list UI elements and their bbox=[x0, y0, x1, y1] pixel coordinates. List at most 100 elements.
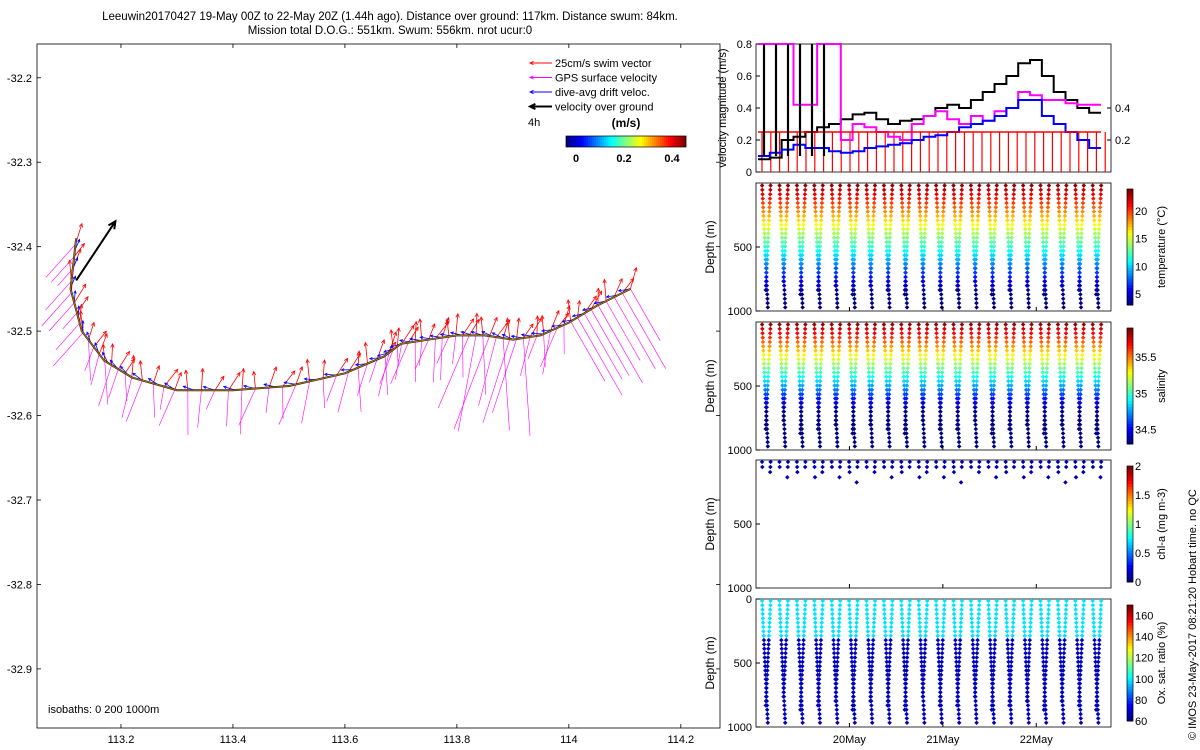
temperature-panel-sample-point bbox=[782, 261, 787, 267]
swim-vector-head bbox=[356, 352, 361, 358]
oxygen-panel-colorbar-tick: 100 bbox=[1135, 674, 1153, 686]
salinity-panel-sample-point bbox=[794, 326, 800, 332]
temperature-panel-colorbar-cell bbox=[1127, 287, 1133, 291]
swim-vector bbox=[489, 317, 498, 337]
temperature-panel-colorbar-tick: 5 bbox=[1135, 289, 1141, 301]
salinity-panel-sample-point bbox=[797, 387, 803, 393]
temperature-panel-sample-point bbox=[939, 300, 944, 306]
gps-velocity-vector bbox=[62, 312, 78, 330]
temperature-panel-sample-point bbox=[1009, 305, 1014, 310]
temperature-panel-sample-point bbox=[1022, 213, 1027, 219]
temperature-panel-sample-point bbox=[1057, 231, 1063, 236]
swim-vector bbox=[253, 371, 256, 389]
gps-velocity-vector bbox=[240, 389, 243, 435]
temperature-panel-sample-point bbox=[1092, 231, 1098, 236]
speed-colorbar-cell bbox=[638, 136, 641, 147]
temperature-panel-sample-point bbox=[972, 279, 978, 284]
swim-vector-head bbox=[410, 324, 415, 330]
map-ytick-label: -32.4 bbox=[7, 242, 32, 254]
temperature-panel-sample-point bbox=[1097, 218, 1102, 223]
temperature-panel-sample-point bbox=[834, 292, 840, 297]
salinity-panel-sample-point bbox=[766, 352, 772, 358]
salinity-panel-sample-point bbox=[799, 435, 805, 440]
salinity-panel-colorbar-tick: 35 bbox=[1135, 388, 1147, 400]
temperature-panel-sample-point bbox=[1041, 287, 1047, 293]
salinity-panel-sample-point bbox=[784, 348, 790, 353]
temperature-panel-sample-point bbox=[1061, 235, 1067, 241]
gps-velocity-vector bbox=[462, 335, 464, 378]
temperature-panel-sample-point bbox=[869, 257, 874, 262]
temperature-panel-colorbar-tick: 10 bbox=[1135, 261, 1147, 273]
chlorophyll-panel-colorbar-cell bbox=[1127, 544, 1133, 548]
temperature-panel-sample-point bbox=[904, 305, 910, 310]
chlorophyll-panel-colorbar-cell bbox=[1127, 486, 1133, 490]
temperature-panel-sample-point bbox=[852, 296, 857, 301]
speed-colorbar-cell bbox=[572, 136, 575, 147]
temperature-panel-sample-point bbox=[1023, 235, 1028, 241]
temperature-panel-colorbar-cell bbox=[1127, 261, 1133, 265]
drift-vector-head bbox=[399, 339, 403, 343]
temperature-panel-sample-point bbox=[1026, 305, 1032, 310]
drift-vector-head bbox=[77, 238, 81, 243]
chlorophyll-panel-colorbar-cell bbox=[1127, 468, 1133, 473]
temperature-panel-sample-point bbox=[1043, 244, 1049, 249]
temperature-panel-sample-point bbox=[1042, 265, 1048, 271]
swim-vector-head bbox=[602, 278, 607, 284]
temperature-panel-sample-point bbox=[1095, 248, 1101, 254]
temperature-panel-sample-point bbox=[973, 296, 979, 301]
gps-velocity-vector bbox=[390, 342, 409, 384]
velocity-ytick-label: 0.6 bbox=[737, 71, 752, 83]
temperature-panel-sample-point bbox=[1055, 187, 1061, 193]
swim-vector-head bbox=[125, 350, 130, 356]
temperature-panel-sample-point bbox=[869, 296, 875, 301]
temperature-panel-sample-point bbox=[1078, 292, 1083, 297]
temperature-panel-sample-point bbox=[1061, 305, 1066, 310]
temperature-panel-sample-point bbox=[955, 283, 960, 288]
salinity-panel-colorbar-cell bbox=[1127, 330, 1133, 335]
velocity-ytick-label: 0.4 bbox=[737, 103, 752, 115]
chlorophyll-panel-colorbar-cell bbox=[1127, 561, 1133, 566]
salinity-panel-sample-point bbox=[785, 326, 791, 332]
oxygen-panel-colorbar-cell bbox=[1127, 674, 1133, 678]
temperature-panel-sample-point bbox=[1038, 196, 1044, 201]
swim-vector-head bbox=[564, 312, 570, 318]
swim-vector-head bbox=[479, 316, 484, 321]
speed-colorbar-cell bbox=[566, 136, 569, 147]
chlorophyll-panel-colorbar-cell bbox=[1127, 500, 1133, 505]
temperature-panel-colorbar-cell bbox=[1127, 206, 1133, 210]
salinity-panel-sample-point bbox=[779, 374, 785, 380]
temperature-panel-sample-point bbox=[815, 283, 821, 288]
salinity-panel-sample-point bbox=[797, 374, 802, 380]
drift-vector-head bbox=[376, 353, 381, 357]
chlorophyll-panel-colorbar-cell bbox=[1127, 576, 1133, 580]
temperature-panel-sample-point bbox=[852, 300, 857, 306]
salinity-panel-colorbar-tick: 35.5 bbox=[1135, 352, 1156, 364]
temperature-panel-sample-point bbox=[1056, 196, 1061, 201]
temperature-panel-colorbar-cell bbox=[1127, 296, 1133, 300]
swim-vector-head bbox=[90, 321, 95, 327]
speed-colorbar-cell bbox=[610, 136, 613, 147]
oxygen-panel-colorbar-cell bbox=[1127, 625, 1133, 629]
salinity-panel-sample-point bbox=[800, 374, 806, 380]
salinity-panel-colorbar-cell bbox=[1127, 380, 1133, 384]
drift-vector-head bbox=[73, 289, 77, 294]
temperature-panel-sample-point bbox=[902, 292, 907, 297]
swim-vector bbox=[102, 344, 106, 362]
temperature-panel-sample-point bbox=[1095, 252, 1101, 258]
salinity-panel-colorbar-cell bbox=[1127, 391, 1133, 396]
gps-velocity-vector bbox=[226, 390, 229, 427]
gps-velocity-vector bbox=[613, 296, 656, 369]
salinity-panel-sample-point bbox=[761, 357, 767, 362]
temperature-panel-sample-point bbox=[956, 296, 962, 301]
temperature-panel-colorbar-cell bbox=[1127, 284, 1133, 289]
temperature-panel-sample-point bbox=[1046, 192, 1051, 197]
speed-colorbar-cell bbox=[594, 136, 597, 147]
temperature-panel-sample-point bbox=[974, 300, 979, 306]
temperature-panel-sample-point bbox=[1008, 252, 1014, 258]
temperature-panel-sample-point bbox=[1062, 213, 1068, 219]
temperature-panel-sample-point bbox=[1026, 239, 1032, 245]
temperature-panel-sample-point bbox=[782, 296, 788, 301]
swim-vector-head bbox=[184, 369, 189, 375]
swim-vector bbox=[396, 327, 400, 347]
temperature-panel-colorbar-cell bbox=[1127, 264, 1133, 268]
